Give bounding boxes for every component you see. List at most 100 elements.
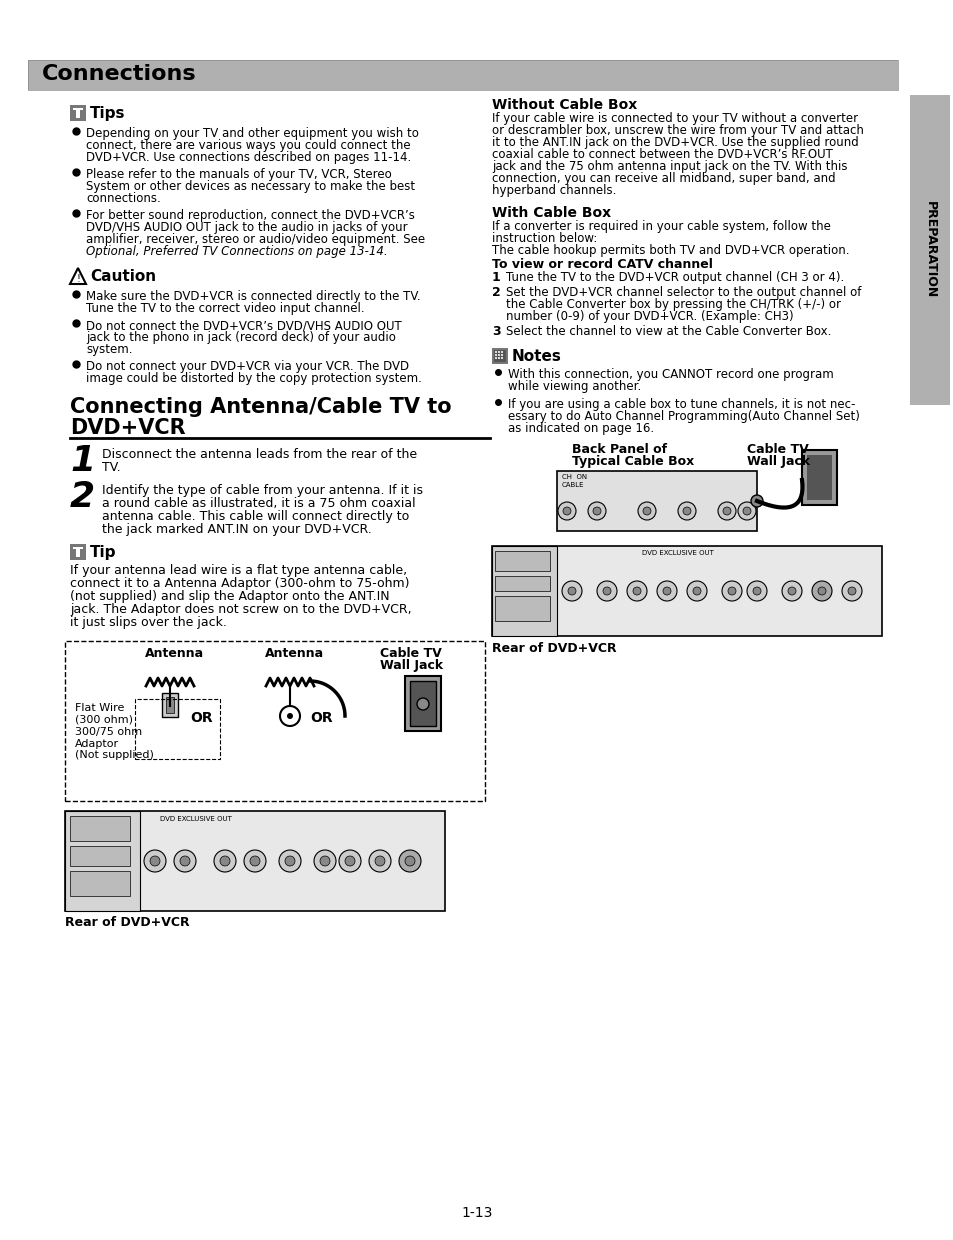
Text: To view or record CATV channel: To view or record CATV channel [492,258,712,272]
Text: (not supplied) and slip the Adaptor onto the ANT.IN: (not supplied) and slip the Adaptor onto… [70,590,389,603]
Text: Cable TV: Cable TV [746,443,808,456]
Text: a round cable as illustrated, it is a 75 ohm coaxial: a round cable as illustrated, it is a 75… [102,497,416,510]
Circle shape [180,856,190,866]
Text: Wall Jack: Wall Jack [379,658,442,672]
Circle shape [220,856,230,866]
Bar [497,353,499,356]
Text: Typical Cable Box: Typical Cable Box [572,455,694,467]
Text: system.: system. [86,343,132,356]
Circle shape [742,507,750,515]
Text: If a converter is required in your cable system, follow the: If a converter is required in your cable… [492,219,830,233]
Text: Do not connect the DVD+VCR’s DVD/VHS AUDIO OUT: Do not connect the DVD+VCR’s DVD/VHS AUD… [86,319,401,332]
Bar [135,699,220,759]
Bar [65,811,444,911]
Circle shape [738,502,755,520]
Text: Tune the TV to the correct video input channel.: Tune the TV to the correct video input c… [86,303,364,315]
Text: antenna cable. This cable will connect directly to: antenna cable. This cable will connect d… [102,510,409,523]
Text: Tips: Tips [90,105,126,122]
Text: Identify the type of cable from your antenna. If it is: Identify the type of cable from your ant… [102,484,422,497]
Bar [500,357,502,360]
Circle shape [841,582,862,601]
Circle shape [718,502,735,520]
Circle shape [847,587,855,595]
Circle shape [369,849,391,872]
Text: Antenna: Antenna [145,647,204,660]
Text: With Cable Box: With Cable Box [492,206,611,219]
Circle shape [319,856,330,866]
Text: CABLE: CABLE [561,482,584,489]
Text: 1-13: 1-13 [461,1207,492,1220]
Circle shape [587,502,605,520]
Text: Without Cable Box: Without Cable Box [492,98,637,112]
Text: Back Panel of: Back Panel of [572,443,666,456]
Text: Tip: Tip [90,546,116,560]
Text: as indicated on page 16.: as indicated on page 16. [507,422,654,435]
Circle shape [626,582,646,601]
Text: it to the ANT.IN jack on the DVD+VCR. Use the supplied round: it to the ANT.IN jack on the DVD+VCR. Us… [492,136,858,149]
Circle shape [662,587,670,595]
Text: coaxial cable to connect between the DVD+VCR’s RF.OUT: coaxial cable to connect between the DVD… [492,148,832,161]
Circle shape [285,856,294,866]
Text: TV.: TV. [102,461,120,474]
Bar [28,60,897,91]
Circle shape [593,507,600,515]
Text: For better sound reproduction, connect the DVD+VCR’s: For better sound reproduction, connect t… [86,210,415,222]
Text: 2: 2 [70,480,95,515]
Text: If you are using a cable box to tune channels, it is not nec-: If you are using a cable box to tune cha… [507,398,855,410]
Circle shape [144,849,166,872]
Circle shape [750,495,762,507]
Circle shape [250,856,260,866]
Text: Antenna: Antenna [265,647,324,660]
Circle shape [781,582,801,601]
Bar [73,547,83,549]
Text: Connecting Antenna/Cable TV to: Connecting Antenna/Cable TV to [70,397,451,417]
Circle shape [213,849,235,872]
Text: The cable hookup permits both TV and DVD+VCR operation.: The cable hookup permits both TV and DVD… [492,244,848,257]
Text: Disconnect the antenna leads from the rear of the: Disconnect the antenna leads from the re… [102,448,416,461]
Circle shape [561,582,581,601]
Circle shape [287,713,293,719]
Circle shape [727,587,735,595]
Text: DVD+VCR. Use connections described on pages 11-14.: DVD+VCR. Use connections described on pa… [86,151,411,164]
Text: DVD EXCLUSIVE OUT: DVD EXCLUSIVE OUT [160,816,232,822]
Circle shape [752,587,760,595]
Text: number (0-9) of your DVD+VCR. (Example: CH3): number (0-9) of your DVD+VCR. (Example: … [505,310,793,322]
Text: connect it to a Antenna Adaptor (300-ohm to 75-ohm): connect it to a Antenna Adaptor (300-ohm… [70,577,409,590]
Text: Wall Jack: Wall Jack [746,455,809,467]
Circle shape [787,587,795,595]
Circle shape [678,502,696,520]
Text: connection, you can receive all midband, super band, and: connection, you can receive all midband,… [492,172,835,185]
Text: Set the DVD+VCR channel selector to the output channel of: Set the DVD+VCR channel selector to the … [505,286,861,299]
Text: Flat Wire
(300 ohm): Flat Wire (300 ohm) [75,703,132,724]
Circle shape [722,507,730,515]
Bar [495,353,497,356]
Text: With this connection, you CANNOT record one program: With this connection, you CANNOT record … [507,368,833,381]
Text: 2: 2 [492,286,500,299]
Bar [500,353,502,356]
Circle shape [597,582,617,601]
Text: DVD+VCR: DVD+VCR [70,418,186,438]
Text: image could be distorted by the copy protection system.: image could be distorted by the copy pro… [86,372,421,384]
Circle shape [278,849,301,872]
Bar [76,110,80,118]
Bar [410,681,436,725]
Circle shape [405,856,415,866]
Bar [495,351,497,353]
Text: Please refer to the manuals of your TV, VCR, Stereo: Please refer to the manuals of your TV, … [86,167,392,181]
Bar [73,108,83,110]
Text: Caution: Caution [90,269,156,284]
Circle shape [602,587,610,595]
Bar [166,697,173,713]
Text: Notes: Notes [512,348,561,365]
Text: essary to do Auto Channel Programming(Auto Channel Set): essary to do Auto Channel Programming(Au… [507,410,859,423]
Bar [500,351,502,353]
Bar [497,351,499,353]
Bar [495,357,497,360]
Circle shape [746,582,766,601]
Bar [405,676,440,732]
Bar [76,549,80,557]
Bar [806,455,831,500]
Bar [28,60,897,91]
Text: Cable TV: Cable TV [379,647,441,660]
Text: Select the channel to view at the Cable Converter Box.: Select the channel to view at the Cable … [505,325,830,339]
